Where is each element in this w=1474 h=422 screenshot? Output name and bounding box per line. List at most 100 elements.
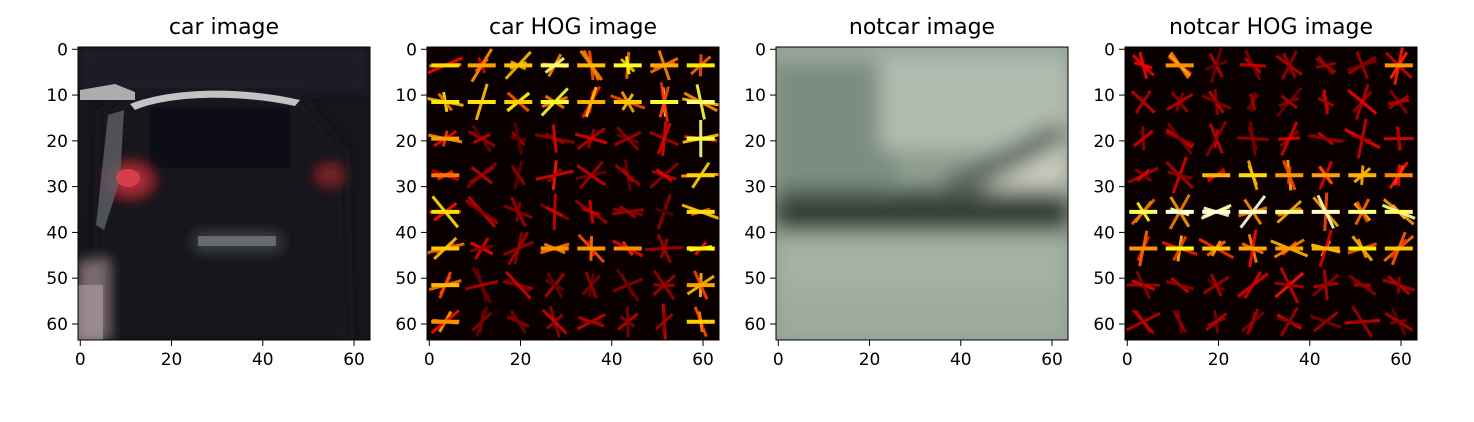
panel-title-car-hog-image: car HOG image [488,15,658,40]
x-tick-label: 0 [75,350,86,370]
axes-frame-1 [77,46,371,341]
y-tick-label: 20 [1093,132,1115,152]
hog-gradient-segment [506,315,530,328]
hog-gradient-segment [1167,170,1193,180]
hog-gradient-segment [1352,134,1373,143]
hog-gradient-segment [656,233,672,264]
hog-gradient-segment [1307,134,1344,143]
hog-gradient-segment [468,166,495,185]
hog-gradient-segment [1309,314,1342,329]
x-tick-label: 40 [601,350,623,370]
hog-gradient-segment [1136,168,1151,182]
hog-gradient-segment [466,201,498,222]
y-tick-label: 60 [395,315,417,335]
hog-gradient-segment [1276,316,1302,328]
notcar-hog-image [1125,47,1417,340]
hog-gradient-segment [1239,63,1266,68]
hog-gradient-segment [1274,281,1305,289]
y-tick-label: 10 [395,86,417,106]
y-tick-label: 40 [744,223,766,243]
x-tick-label: 0 [1122,350,1133,370]
x-tick-label: 20 [859,350,881,370]
hog-gradient-segment [1278,136,1301,141]
hog-gradient-segment [653,269,676,301]
hog-gradient-segment [472,133,491,145]
notcar-hog-cells [1125,47,1416,338]
hog-gradient-segment [656,122,672,155]
y-tick-label: 60 [1093,315,1115,335]
y-tick-label: 40 [395,223,417,243]
hog-gradient-segment [504,270,532,300]
y-tick-label: 0 [1104,40,1115,60]
axes-frame-2 [426,46,720,341]
hog-gradient-segment [578,160,604,190]
hog-gradient-segment [1317,55,1335,76]
hog-gradient-segment [546,271,564,299]
axes-frame-4 [1124,46,1418,341]
hog-gradient-segment [1132,91,1155,113]
panel-title-notcar-image: notcar image [848,15,996,40]
y-tick-label: 60 [46,315,68,335]
y-tick-label: 30 [744,178,766,198]
hog-gradient-segment [1205,120,1228,157]
y-tick-label: 50 [1093,269,1115,289]
hog-gradient-segment [515,201,522,222]
hog-gradient-segment [1311,273,1340,297]
x-tick-label: 20 [510,350,532,370]
hog-gradient-segment [574,132,608,145]
y-tick-label: 30 [1093,178,1115,198]
hog-gradient-segment [1171,279,1189,291]
car-hog-cells [427,48,719,340]
x-tick-label: 0 [424,350,435,370]
hog-gradient-segment [619,315,636,328]
y-tick-label: 40 [46,223,68,243]
hog-gradient-segment [551,124,558,153]
x-tick-label: 40 [1299,350,1321,370]
hog-gradient-segment [545,313,564,330]
hog-gradient-segment [1125,312,1161,332]
hog-gradient-segment [1209,273,1223,297]
hog-gradient-segment [621,167,634,183]
hog-gradient-segment [584,271,598,299]
axes-frame-3 [775,46,1069,341]
y-tick-label: 10 [1093,86,1115,106]
y-tick-label: 0 [755,40,766,60]
x-tick-label: 0 [773,350,784,370]
hog-gradient-segment [1133,129,1154,148]
hog-gradient-segment [478,310,486,334]
y-tick-label: 30 [46,178,68,198]
hog-gradient-segment [1205,312,1228,332]
car-hog-image [427,47,719,340]
hog-gradient-segment [1166,122,1193,155]
hog-gradient-segment [614,130,642,147]
y-tick-label: 50 [46,269,68,289]
x-tick-label: 20 [1208,350,1230,370]
hog-gradient-segment [1280,50,1298,81]
hog-gradient-segment [1347,59,1378,72]
hog-gradient-segment [577,315,605,328]
hog-gradient-segment [465,279,499,291]
hog-gradient-segment [654,207,674,217]
y-tick-label: 20 [46,132,68,152]
hog-gradient-segment [1135,270,1152,300]
y-tick-label: 20 [744,132,766,152]
hog-gradient-segment [547,167,563,183]
hog-gradient-segment [552,193,557,231]
hog-gradient-segment [654,312,674,331]
hog-gradient-segment [1133,61,1153,70]
hog-gradient-segment [470,244,494,253]
x-tick-label: 20 [161,350,183,370]
y-tick-label: 50 [744,269,766,289]
hog-gradient-segment [1396,276,1401,294]
panel-title-notcar-hog-image: notcar HOG image [1168,15,1374,40]
x-tick-label: 60 [343,350,365,370]
hog-gradient-segment [1248,311,1257,332]
hog-gradient-segment [1236,136,1269,141]
hog-gradient-segment [1166,93,1194,111]
y-tick-label: 10 [744,86,766,106]
hog-gradient-segment [502,240,534,256]
hog-gradient-segment [510,135,527,142]
y-tick-label: 10 [46,86,68,106]
hog-gradient-segment [1280,94,1298,110]
